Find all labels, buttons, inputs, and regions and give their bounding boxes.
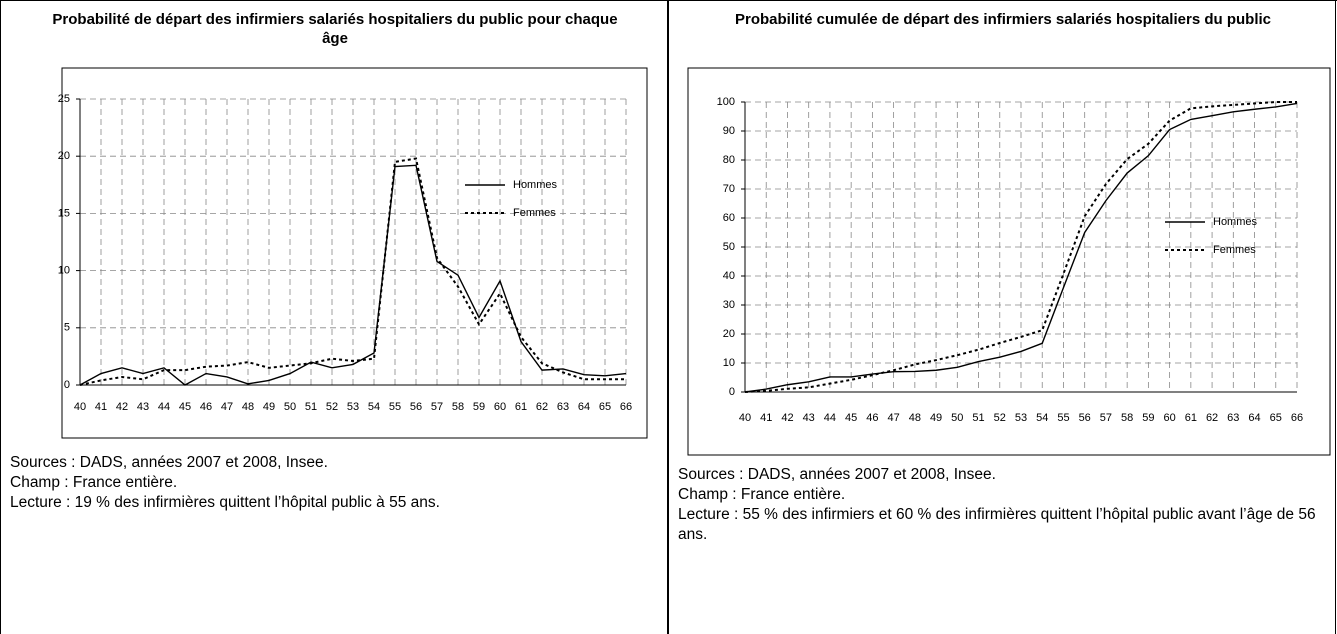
x-tick-label: 53 <box>347 401 359 413</box>
x-tick-label: 40 <box>739 412 751 424</box>
x-tick-label: 47 <box>887 412 899 424</box>
x-tick-label: 45 <box>845 412 857 424</box>
x-tick-label: 42 <box>116 401 128 413</box>
x-tick-label: 59 <box>473 401 485 413</box>
series-line <box>744 101 1297 393</box>
y-tick-label: 50 <box>723 241 735 253</box>
x-tick-label: 47 <box>221 401 233 413</box>
x-tick-label: 58 <box>452 401 464 413</box>
x-tick-label: 55 <box>389 401 401 413</box>
legend-label: Hommes <box>1213 216 1258 228</box>
x-tick-label: 51 <box>972 412 984 424</box>
x-tick-label: 44 <box>824 412 836 424</box>
x-tick-label: 61 <box>515 401 527 413</box>
x-tick-label: 55 <box>1057 412 1069 424</box>
x-tick-label: 52 <box>326 401 338 413</box>
x-tick-label: 41 <box>95 401 107 413</box>
x-tick-label: 59 <box>1142 412 1154 424</box>
x-tick-label: 66 <box>1291 412 1303 424</box>
notes: Sources : DADS, années 2007 et 2008, Ins… <box>10 453 660 513</box>
y-tick-label: 70 <box>723 183 735 195</box>
x-tick-label: 58 <box>1121 412 1133 424</box>
y-tick-label: 5 <box>64 322 70 334</box>
x-tick-label: 50 <box>284 401 296 413</box>
chart-title: Probabilité de départ des infirmiers sal… <box>52 11 618 47</box>
x-tick-label: 48 <box>909 412 921 424</box>
x-tick-label: 52 <box>994 412 1006 424</box>
y-tick-label: 0 <box>64 379 70 391</box>
x-tick-label: 64 <box>578 401 590 413</box>
x-tick-label: 65 <box>599 401 611 413</box>
x-tick-label: 54 <box>1036 412 1048 424</box>
note: Lecture : 19 % des infirmières quittent … <box>10 494 440 511</box>
x-tick-label: 62 <box>536 401 548 413</box>
note: Lecture : 55 % des infirmiers et 60 % de… <box>678 506 1316 543</box>
table-border <box>1335 0 1336 634</box>
x-tick-label: 49 <box>930 412 942 424</box>
series-line <box>744 102 1298 393</box>
series-line <box>79 164 627 386</box>
x-tick-label: 43 <box>137 401 149 413</box>
note: Sources : DADS, années 2007 et 2008, Ins… <box>678 466 996 483</box>
x-tick-label: 66 <box>620 401 632 413</box>
y-tick-label: 15 <box>58 207 70 219</box>
y-tick-label: 40 <box>723 270 735 282</box>
x-tick-label: 64 <box>1248 412 1260 424</box>
x-tick-label: 50 <box>951 412 963 424</box>
y-tick-label: 30 <box>723 299 735 311</box>
x-tick-label: 43 <box>803 412 815 424</box>
y-tick-label: 20 <box>58 150 70 162</box>
x-tick-label: 63 <box>557 401 569 413</box>
note: Champ : France entière. <box>10 474 178 491</box>
y-tick-label: 90 <box>723 125 735 137</box>
x-tick-label: 57 <box>1100 412 1112 424</box>
legend-label: Femmes <box>1213 244 1256 256</box>
y-tick-label: 100 <box>717 96 735 108</box>
series-line <box>79 157 626 386</box>
x-tick-label: 48 <box>242 401 254 413</box>
x-tick-label: 54 <box>368 401 380 413</box>
legend-label: Hommes <box>513 179 558 191</box>
x-tick-label: 53 <box>1015 412 1027 424</box>
y-tick-label: 25 <box>58 93 70 105</box>
x-tick-label: 46 <box>866 412 878 424</box>
x-tick-label: 62 <box>1206 412 1218 424</box>
y-tick-label: 10 <box>58 265 70 277</box>
note: Sources : DADS, années 2007 et 2008, Ins… <box>10 454 328 471</box>
x-tick-label: 61 <box>1185 412 1197 424</box>
chart-title: Probabilité cumulée de départ des infirm… <box>735 11 1271 28</box>
x-tick-label: 45 <box>179 401 191 413</box>
x-tick-label: 60 <box>1163 412 1175 424</box>
legend-label: Femmes <box>513 207 556 219</box>
x-tick-label: 40 <box>74 401 86 413</box>
y-tick-label: 0 <box>729 386 735 398</box>
x-tick-label: 56 <box>410 401 422 413</box>
y-tick-label: 10 <box>723 357 735 369</box>
chart-frame <box>687 67 1331 456</box>
x-tick-label: 51 <box>305 401 317 413</box>
x-tick-label: 65 <box>1270 412 1282 424</box>
x-tick-label: 56 <box>1079 412 1091 424</box>
x-tick-label: 41 <box>760 412 772 424</box>
x-tick-label: 63 <box>1227 412 1239 424</box>
y-tick-label: 80 <box>723 154 735 166</box>
x-tick-label: 44 <box>158 401 170 413</box>
table-border <box>667 0 669 634</box>
x-tick-label: 42 <box>781 412 793 424</box>
chart-frame <box>61 67 648 439</box>
note: Champ : France entière. <box>678 486 846 503</box>
x-tick-label: 49 <box>263 401 275 413</box>
y-tick-label: 60 <box>723 212 735 224</box>
x-tick-label: 60 <box>494 401 506 413</box>
notes: Sources : DADS, années 2007 et 2008, Ins… <box>678 465 1328 545</box>
x-tick-label: 46 <box>200 401 212 413</box>
y-tick-label: 20 <box>723 328 735 340</box>
table-border <box>0 0 1 634</box>
x-tick-label: 57 <box>431 401 443 413</box>
